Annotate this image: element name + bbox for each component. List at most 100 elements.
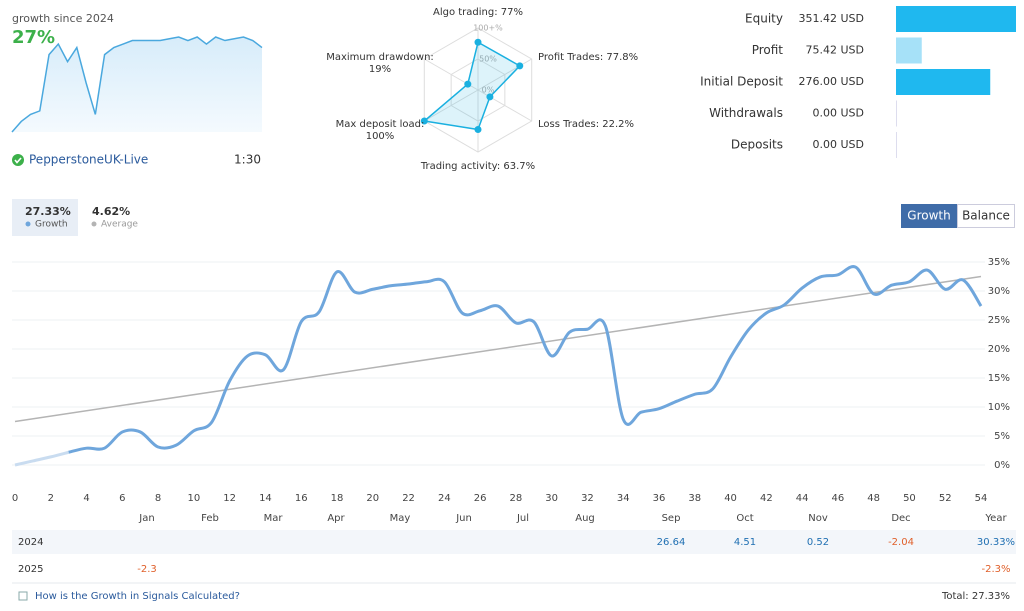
table-header: Aug [575, 513, 595, 524]
radar-label: Trading activity: 63.7% [420, 161, 535, 172]
radar-label: Maximum drawdown: [326, 52, 434, 63]
total: Total: 27.33% [941, 591, 1010, 602]
x-tick-label: 20 [366, 493, 379, 504]
table-cell: 30.33% [977, 537, 1015, 548]
x-tick-label: 22 [402, 493, 415, 504]
table-header: Nov [808, 513, 828, 524]
help-link[interactable]: How is the Growth in Signals Calculated? [35, 591, 240, 602]
x-tick-label: 38 [688, 493, 701, 504]
stat-label: Profit [752, 43, 784, 57]
table-header: Jan [138, 513, 154, 524]
server-icon [12, 154, 24, 166]
growth-dot [25, 221, 31, 227]
x-tick-label: 36 [653, 493, 666, 504]
x-tick-label: 52 [939, 493, 952, 504]
stat-value: 75.42 USD [806, 44, 865, 57]
row-label: 2024 [18, 537, 43, 548]
growth-button-label[interactable]: Growth [907, 209, 950, 223]
y-tick-label: 0% [994, 460, 1010, 471]
x-tick-label: 54 [975, 493, 988, 504]
x-tick-label: 28 [510, 493, 523, 504]
growth-tab[interactable] [12, 199, 78, 236]
average-dot [91, 221, 97, 227]
table-cell: -2.3 [137, 564, 157, 575]
x-tick-label: 24 [438, 493, 451, 504]
x-tick-label: 40 [724, 493, 737, 504]
x-tick-label: 8 [155, 493, 161, 504]
table-header: Jun [455, 513, 472, 524]
stat-value: 0.00 USD [813, 107, 865, 120]
balance-button-label[interactable]: Balance [962, 209, 1010, 223]
stat-label: Deposits [731, 138, 783, 152]
radar-label: Loss Trades: 22.2% [538, 119, 634, 130]
x-tick-label: 32 [581, 493, 594, 504]
x-tick-label: 14 [259, 493, 272, 504]
x-tick-label: 34 [617, 493, 630, 504]
y-tick-label: 20% [988, 344, 1010, 355]
x-tick-label: 18 [331, 493, 344, 504]
x-tick-label: 6 [119, 493, 125, 504]
average-tab-value[interactable]: 4.62% [92, 205, 130, 218]
spark-area [12, 37, 262, 132]
radar-area [422, 41, 521, 131]
stat-label: Equity [745, 12, 783, 26]
table-cell: -2.04 [888, 537, 914, 548]
table-header: Oct [736, 513, 753, 524]
radar-point [516, 62, 524, 70]
row-label: 2025 [18, 564, 43, 575]
table-cell: 0.52 [807, 537, 829, 548]
leverage: 1:30 [234, 153, 261, 167]
growth-line [14, 275, 982, 423]
table-header: Dec [891, 513, 910, 524]
stat-value: 276.00 USD [799, 75, 865, 88]
radar-point [474, 125, 482, 133]
spark-title: growth since 2024 [12, 12, 114, 25]
radar-point [420, 117, 428, 125]
y-tick-label: 35% [988, 257, 1010, 268]
x-tick-label: 48 [867, 493, 880, 504]
growth-button[interactable] [901, 204, 957, 228]
x-tick-label: 10 [188, 493, 201, 504]
x-tick-label: 16 [295, 493, 308, 504]
help-icon [18, 591, 28, 601]
x-tick-label: 0 [12, 493, 18, 504]
radar-label: 100% [366, 131, 395, 142]
table-header: Sep [662, 513, 681, 524]
y-tick-label: 5% [994, 431, 1010, 442]
stat-label: Initial Deposit [700, 75, 783, 89]
stat-bar [896, 6, 1016, 32]
growth-tab-label: Growth [35, 220, 68, 230]
table-header: Apr [327, 513, 345, 524]
x-tick-label: 12 [223, 493, 236, 504]
x-tick-label: 26 [474, 493, 487, 504]
table-cell: 26.64 [657, 537, 686, 548]
radar-label: 19% [369, 64, 391, 75]
growth-tab-value: 27.33% [25, 205, 71, 218]
server-name[interactable]: PepperstoneUK-Live [29, 153, 148, 167]
x-tick-label: 4 [83, 493, 89, 504]
table-header: Mar [264, 513, 284, 524]
stat-value: 0.00 USD [813, 138, 865, 151]
table-header: Jul [516, 513, 529, 524]
x-tick-label: 50 [903, 493, 916, 504]
radar-point [474, 38, 482, 46]
table-header: May [390, 513, 411, 524]
x-tick-label: 30 [545, 493, 558, 504]
stat-bar [896, 37, 922, 64]
balance-button[interactable] [957, 204, 1015, 228]
stat-bar [896, 69, 991, 95]
y-tick-label: 15% [988, 373, 1010, 384]
radar-spoke [424, 89, 479, 122]
x-tick-label: 2 [48, 493, 54, 504]
table-cell: -2.3% [981, 564, 1010, 575]
spark-line [11, 36, 263, 133]
table-header: Year [984, 513, 1007, 524]
spark-headline: 27% [12, 27, 55, 48]
x-tick-label: 46 [832, 493, 845, 504]
table-header: Feb [201, 513, 219, 524]
stat-value: 351.42 USD [799, 12, 865, 25]
growth-line [68, 265, 983, 454]
y-tick-label: 25% [988, 315, 1010, 326]
x-tick-label: 42 [760, 493, 773, 504]
